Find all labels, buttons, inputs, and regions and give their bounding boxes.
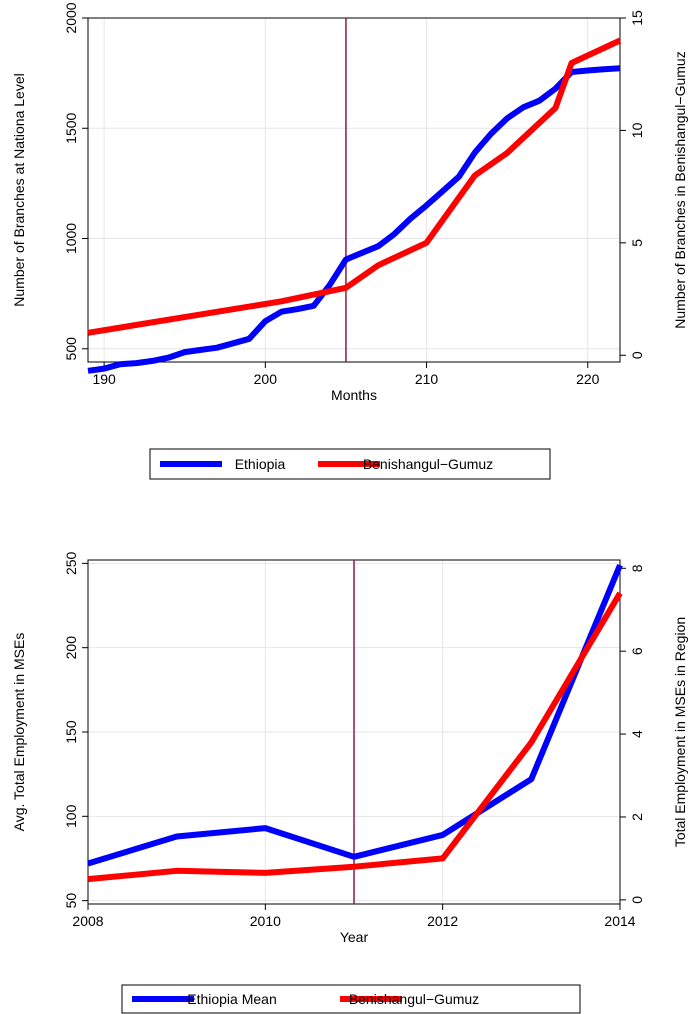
x-axis-label: Year (340, 929, 369, 945)
y-tick-label: 1000 (63, 223, 79, 254)
x-tick-label: 2010 (250, 913, 281, 929)
x-tick-label: 2014 (604, 913, 635, 929)
legend-label: Ethiopia (235, 456, 286, 472)
plot-frame (87, 17, 621, 363)
y-axis-label: Avg. Total Employment in MSEs (11, 633, 27, 832)
y2-axis-label: Number of Branches in Benishangul−Gumuz (672, 51, 688, 328)
y-axis-left: 50 100 150 200 250 (63, 551, 88, 908)
y2-tick-label: 15 (629, 10, 645, 26)
y2-tick-label: 10 (629, 122, 645, 138)
y-axis-right: 0 2 4 6 8 (620, 564, 645, 904)
x-tick-label: 2012 (427, 913, 458, 929)
x-tick-label: 190 (92, 371, 116, 387)
y-tick-label: 1500 (63, 112, 79, 143)
x-tick-label: 200 (254, 371, 278, 387)
chart-2: 2008 2010 2012 2014 50 100 150 200 250 0 2 4 6 8 Year A… (11, 551, 688, 1014)
gridlines (88, 17, 620, 362)
x-axis: 190 200 210 220 (92, 362, 600, 387)
y2-axis-label: Total Employment in MSEs in Region (672, 617, 688, 847)
y2-tick-label: 8 (629, 564, 645, 572)
y2-tick-label: 6 (629, 647, 645, 655)
y-axis-right: 0 5 10 15 (620, 10, 645, 359)
series-line-national (87, 65, 621, 374)
y-tick-label: 500 (63, 337, 79, 361)
x-tick-label: 210 (415, 371, 439, 387)
x-tick-label: 220 (576, 371, 600, 387)
y2-tick-label: 4 (629, 730, 645, 738)
y-tick-label: 250 (63, 551, 79, 575)
y2-tick-label: 5 (629, 239, 645, 247)
y-axis-left: 500 1000 1500 2000 (63, 2, 88, 360)
y-tick-label: 50 (63, 893, 79, 909)
y-tick-label: 2000 (63, 2, 79, 33)
series-line-regional (87, 37, 622, 336)
x-axis-label: Months (331, 387, 377, 403)
series-line-regional (87, 591, 623, 883)
y-tick-label: 200 (63, 636, 79, 660)
legend: Ethiopia Mean Benishangul−Gumuz (121, 984, 581, 1014)
legend: Ethiopia Benishangul−Gumuz (149, 448, 551, 480)
series-line-national (87, 563, 623, 867)
y-tick-label: 100 (63, 804, 79, 828)
y-axis-label: Number of Branches at Nationa Level (11, 73, 27, 306)
y2-tick-label: 0 (629, 896, 645, 904)
x-tick-label: 2008 (72, 913, 103, 929)
y-tick-label: 150 (63, 720, 79, 744)
chart-1: 190 200 210 220 500 1000 1500 2000 0 5 10 15 Months N… (11, 2, 688, 480)
legend-label: Benishangul−Gumuz (363, 456, 493, 472)
legend-label: Ethiopia Mean (187, 991, 277, 1007)
legend-label: Benishangul−Gumuz (349, 991, 479, 1007)
y2-tick-label: 0 (629, 351, 645, 359)
x-axis: 2008 2010 2012 2014 (72, 904, 636, 929)
y2-tick-label: 2 (629, 813, 645, 821)
